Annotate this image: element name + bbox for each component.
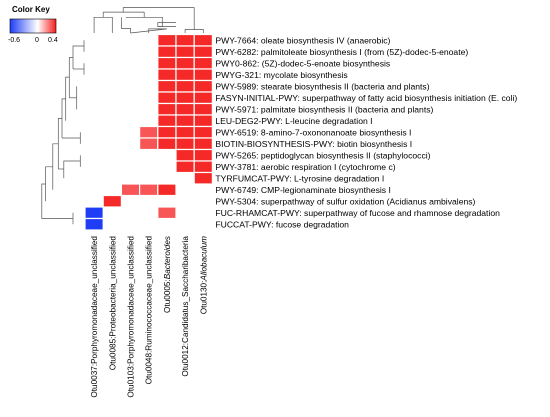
color-key-tick-low: -0.6 [8,37,20,44]
heatmap-cell [193,171,213,185]
heatmap-cell [139,125,159,139]
column-dendrogram-branch [193,14,204,33]
column-label: Otu0048:Ruminococcaceae_unclassified [145,236,154,385]
heatmap-cell [193,160,213,174]
heatmap-cell [157,102,177,116]
color-key-tick-zero: 0 [35,37,39,44]
row-label: TYRFUMCAT-PWY: L-tyrosine degradation I [215,173,384,183]
heatmap-cell [157,56,177,70]
heatmap-cells [84,33,213,231]
column-label: Otu0012:Candidatus_Saccharibacteria [181,236,190,377]
row-label: PWY-6749: CMP-legionaminate biosynthesis… [215,185,390,195]
heatmap-cell [157,125,177,139]
row-label: FUCCAT-PWY: fucose degradation [215,219,349,229]
row-label: FASYN-INITIAL-PWY: superpathway of fatty… [215,93,517,103]
heatmap-cell [175,91,195,105]
row-dendrogram-branch [45,166,53,202]
heatmap-cell [193,102,213,116]
heatmap-cell [157,45,177,59]
heatmap-cell [175,125,195,139]
row-label: PWY-3781: aerobic respiration I (cytochr… [215,162,395,172]
column-label: Otu0085:Proteobacteria_unclassified [108,236,117,371]
heatmap-cell [157,33,177,47]
row-dendrogram-branch [68,57,73,98]
heatmap-cell [157,183,177,197]
row-labels: PWY-7664: oleate biosynthesis IV (anaero… [215,35,517,229]
column-label: Otu0103:Porphyromonadaceae_unclassified [127,236,136,398]
heatmap-cell [157,206,177,220]
heatmap-cell [175,137,195,151]
heatmap-cell [175,33,195,47]
heatmap-cell [157,114,177,128]
heatmap-cell [175,114,195,128]
row-label: PWY-5989: stearate biosynthesis II (bact… [215,81,429,91]
color-key-tick-high: 0.4 [48,37,58,44]
color-key-gradient-bar [9,18,57,34]
heatmap-cell [193,79,213,93]
row-label: PWY-5265: peptidoglycan biosynthesis II … [215,150,430,160]
row-label: PWY-6519: 8-amino-7-oxononanoate biosynt… [215,127,411,137]
heatmap-cell [193,114,213,128]
row-label: PWY-7664: oleate biosynthesis IV (anaero… [215,35,390,45]
heatmap-cell [139,183,159,197]
row-dendrogram-branch [57,118,62,169]
column-label: Otu0130:Allobaculum [199,236,208,314]
row-dendrogram [41,40,85,225]
row-label: BIOTIN-BIOSYNTHESIS-PWY: biotin biosynth… [215,139,412,149]
row-label: PWY-5304: superpathway of sulfur oxidati… [215,196,475,206]
column-dendrogram [93,7,204,34]
column-labels: Otu0037:Porphyromonadaceae_unclassified O… [90,236,208,398]
heatmap-cell [193,45,213,59]
heatmap-cell [175,148,195,162]
column-dendrogram-branch [157,19,163,27]
heatmap-cell [120,183,141,197]
heatmap-cell [193,125,213,139]
row-label: PWY-5971: palmitate biosynthesis II (bac… [215,104,433,114]
column-label: Otu0005:Bacteroides [163,236,172,313]
row-label: PWY-6282: palmitoleate biosynthesis I (f… [215,47,468,57]
heatmap-cell [157,91,177,105]
row-label: PWYG-321: mycolate biosynthesis [215,70,347,80]
column-dendrogram-branch [93,16,113,33]
heatmap-cell [193,33,213,47]
column-dendrogram-branch [130,28,167,34]
heatmap-cell [175,68,195,82]
heatmap-cell [157,68,177,82]
row-label: FUC-RHAMCAT-PWY: superpathway of fucose … [215,208,500,218]
heatmap-cell [84,217,104,231]
heatmap-cell [175,160,195,174]
row-dendrogram-branch [72,45,84,69]
row-label: PWY0-862: (5Z)-dodec-5-enoate biosynthes… [215,58,390,68]
heatmap-cell [193,68,213,82]
row-label: LEU-DEG2-PWY: L-leucine degradation I [215,116,372,126]
heatmap-cell [157,137,177,151]
column-dendrogram-branch [157,22,176,27]
heatmap-cell [84,206,104,220]
column-dendrogram-branch [125,16,163,20]
column-dendrogram-branch [121,17,131,33]
color-key: Color Key -0.6 0 0.4 [8,5,58,44]
heatmap-cell [175,102,195,116]
row-dendrogram-branch [61,98,66,138]
heatmap-cell [193,91,213,105]
heatmap-cell [175,45,195,59]
row-dendrogram-branch [63,160,81,179]
heatmap-cell [193,56,213,70]
row-dendrogram-branch [65,76,70,121]
heatmap-cell [157,79,177,93]
column-dendrogram-branch [184,29,195,33]
heatmap-cell [175,56,195,70]
color-key-title: Color Key [12,5,50,14]
row-dendrogram-branch [52,143,59,190]
column-label: Otu0037:Porphyromonadaceae_unclassified [90,236,99,398]
heatmap-cell [139,137,159,151]
heatmap-cell [102,194,122,208]
row-dendrogram-branch [41,183,50,219]
heatmap-cell [175,79,195,93]
heatmap-cell [193,148,213,162]
heatmap-cell [193,137,213,151]
